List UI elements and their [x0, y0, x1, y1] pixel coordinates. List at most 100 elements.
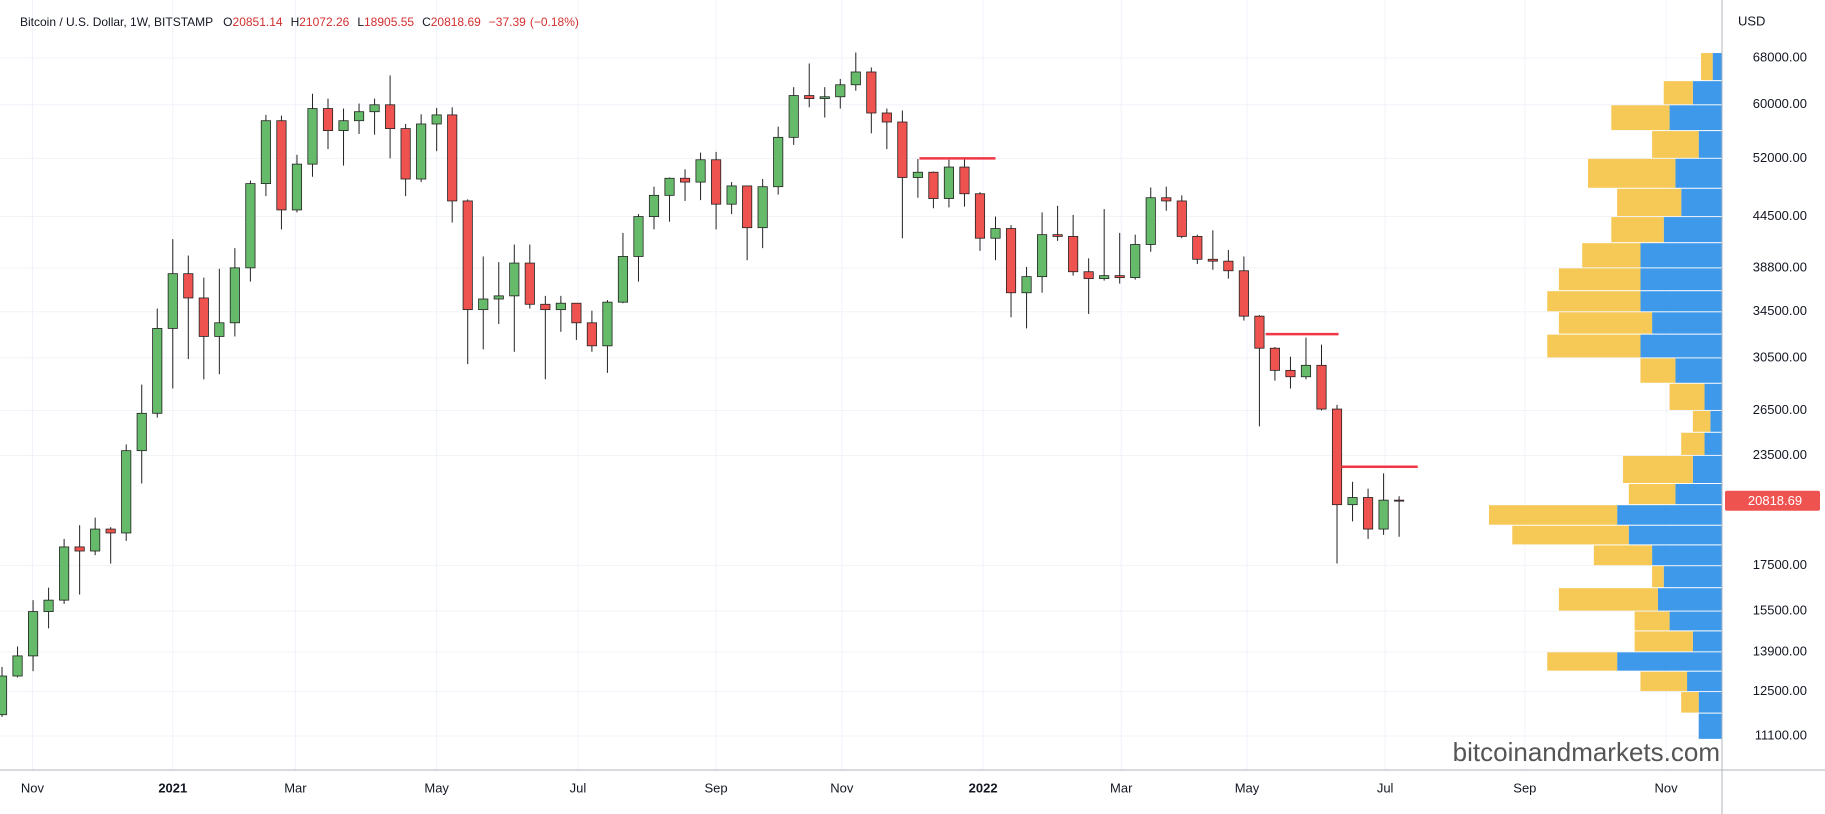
profile-bar: [1681, 432, 1705, 455]
candle-body: [431, 114, 442, 125]
y-tick-label: 23500.00: [1753, 447, 1807, 462]
x-tick-label: Nov: [830, 780, 854, 795]
ohlc-value: 20818.69: [431, 15, 481, 29]
candle-body: [788, 95, 799, 138]
candle-body: [586, 322, 597, 347]
y-tick-label: 13900.00: [1753, 643, 1807, 658]
candle-body: [1192, 236, 1203, 260]
profile-bar: [1547, 652, 1618, 671]
profile-bar: [1701, 53, 1713, 81]
profile-bar: [1669, 383, 1705, 410]
profile-bar: [1640, 334, 1722, 358]
y-tick-label: 60000.00: [1753, 96, 1807, 111]
candle-body: [1363, 497, 1374, 530]
ohlc-value: 21072.26: [299, 15, 349, 29]
candle-body: [555, 302, 566, 311]
profile-bar: [1681, 188, 1722, 217]
candle-body: [198, 297, 209, 337]
profile-bar: [1669, 611, 1722, 631]
candle-body: [1347, 497, 1358, 506]
candle-body: [121, 450, 132, 534]
profile-bar: [1634, 631, 1693, 652]
profile-bar: [1611, 105, 1670, 131]
candle-body: [167, 273, 178, 329]
candle-body: [835, 84, 846, 98]
candle-body: [695, 159, 706, 183]
candle-body: [540, 303, 551, 311]
profile-bar: [1675, 158, 1722, 188]
profile-bar: [1669, 105, 1722, 131]
x-tick-label: 2022: [969, 780, 998, 795]
y-tick-label: 12500.00: [1753, 683, 1807, 698]
y-tick-label: 15500.00: [1753, 603, 1807, 618]
currency: USD: [1738, 13, 1765, 28]
candle-body: [1254, 315, 1265, 349]
ohlc-value: 18905.55: [364, 15, 414, 29]
candle-body: [1068, 236, 1079, 273]
candle-body: [571, 302, 582, 324]
candle-body: [1207, 258, 1218, 262]
ohlc-label: C: [422, 15, 431, 29]
candle-body: [1176, 200, 1187, 237]
watermark: bitcoinandmarkets.com: [1453, 737, 1720, 767]
candle-body: [664, 177, 675, 196]
x-tick-label: Sep: [1513, 780, 1536, 795]
candle-body: [524, 262, 535, 305]
candle-body: [1285, 369, 1296, 378]
symbol-title: Bitcoin / U.S. Dollar, 1W, BITSTAMP: [20, 15, 213, 29]
candles: [0, 52, 1405, 717]
candle-body: [1021, 276, 1032, 294]
candle-body: [478, 298, 489, 311]
candle-body: [1083, 271, 1094, 280]
profile-bar: [1675, 484, 1722, 505]
profile-bar: [1698, 131, 1722, 158]
profile-bar: [1681, 692, 1699, 713]
candle-body: [43, 599, 54, 612]
profile-bar: [1512, 525, 1629, 545]
profile-bar: [1640, 291, 1722, 312]
profile-bar: [1617, 652, 1722, 671]
candle-body: [369, 104, 380, 113]
volume-profile: [1489, 53, 1722, 739]
ohlc-label: L: [357, 15, 364, 29]
profile-bar: [1558, 588, 1658, 611]
profile-bar: [1692, 455, 1722, 484]
profile-bar: [1617, 505, 1722, 525]
profile-bar: [1712, 53, 1722, 81]
candle-body: [819, 96, 830, 100]
profile-bar: [1657, 588, 1722, 611]
change-percent: (−0.18%): [530, 15, 579, 29]
candle-body: [617, 256, 629, 303]
candle-body: [850, 71, 861, 86]
profile-bar: [1547, 334, 1641, 358]
candle-body: [416, 123, 427, 180]
profile-bar: [1593, 545, 1653, 566]
candle-body: [12, 655, 23, 677]
profile-bar: [1663, 566, 1722, 588]
profile-bar: [1628, 525, 1722, 545]
grid: [0, 0, 1722, 770]
y-tick-label: 34500.00: [1753, 303, 1807, 318]
profile-bar: [1611, 217, 1664, 243]
candle-body: [338, 120, 349, 132]
candle-body: [0, 675, 8, 716]
candle-body: [136, 412, 147, 452]
price-tag-label: 20818.69: [1748, 493, 1802, 508]
candle-body: [726, 185, 737, 205]
x-tick-label: Nov: [1655, 780, 1679, 795]
candle-body: [974, 193, 986, 239]
profile-bar: [1628, 484, 1676, 505]
profile-bar: [1489, 505, 1618, 525]
candle-body: [152, 328, 163, 414]
candle-body: [602, 301, 613, 347]
y-tick-label: 26500.00: [1753, 402, 1807, 417]
candle-body: [1238, 270, 1249, 317]
profile-bar: [1704, 383, 1722, 410]
x-tick-label: Jul: [1377, 780, 1394, 795]
candle-body: [1099, 275, 1110, 280]
profile-bar: [1652, 566, 1664, 588]
candle-body: [353, 111, 365, 122]
profile-bar: [1692, 81, 1722, 105]
x-tick-label: Sep: [705, 780, 728, 795]
profile-bar: [1710, 410, 1722, 432]
